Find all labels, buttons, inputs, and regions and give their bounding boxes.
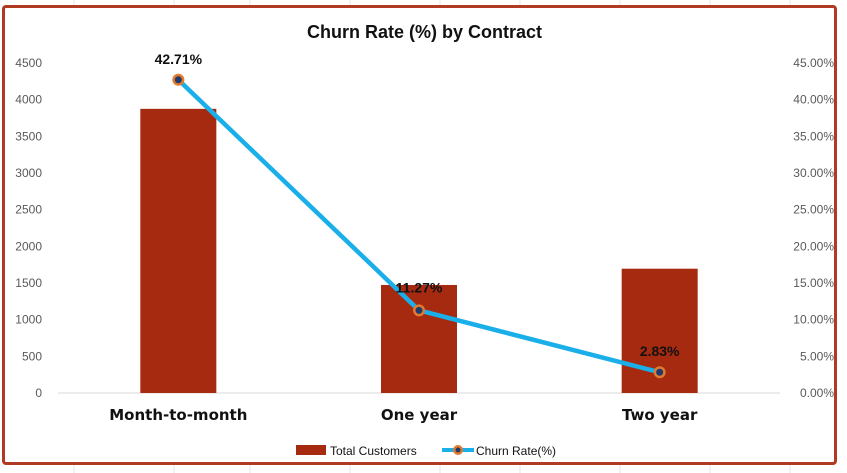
right-axis-tick-label: 35.00% <box>793 129 834 143</box>
right-axis-tick-label: 5.00% <box>800 349 834 363</box>
legend-swatch-total-customers <box>296 445 326 455</box>
left-axis-tick-label: 3000 <box>15 166 42 180</box>
right-axis-tick-label: 15.00% <box>793 276 834 290</box>
bar-series <box>140 108 698 393</box>
legend-swatch-churn-rate-marker-core <box>455 447 461 453</box>
legend-label-total-customers: Total Customers <box>330 444 417 458</box>
churn-rate-point <box>415 306 423 314</box>
churn-rate-point <box>174 76 182 84</box>
left-axis-tick-label: 2500 <box>15 203 42 217</box>
category-label: Month-to-month <box>109 406 247 424</box>
churn-rate-data-label: 2.83% <box>640 343 680 359</box>
right-axis-tick-label: 20.00% <box>793 239 834 253</box>
left-axis-tick-label: 1500 <box>15 276 42 290</box>
category-label: One year <box>381 406 458 424</box>
category-label: Two year <box>622 406 698 424</box>
right-axis-tick-label: 45.00% <box>793 56 834 70</box>
right-axis-tick-label: 0.00% <box>800 386 834 400</box>
left-axis: 0 500 1000 1500 2000 2500 3000 3500 4000 4500 <box>15 56 42 400</box>
churn-rate-data-label: 42.71% <box>155 51 203 67</box>
right-axis-tick-label: 10.00% <box>793 313 834 327</box>
line-series: 42.71% 11.27% 2.83% <box>155 51 680 379</box>
churn-rate-point <box>656 368 664 376</box>
right-axis: 0.00% 5.00% 10.00% 15.00% 20.00% 25.00% 30.00%… <box>793 56 834 400</box>
left-axis-tick-label: 2000 <box>15 239 42 253</box>
bar-total-customers <box>140 108 217 393</box>
bar-total-customers <box>381 284 457 393</box>
left-axis-tick-label: 0 <box>35 386 42 400</box>
combo-chart: Churn Rate (%) by Contract 0 500 1000 1500 2… <box>15 22 834 458</box>
left-axis-tick-label: 3500 <box>15 129 42 143</box>
legend: Total Customers Churn Rate(%) <box>296 444 556 458</box>
category-labels: Month-to-month One year Two year <box>109 406 698 424</box>
chart-frame[interactable]: Churn Rate (%) by Contract 0 500 1000 1500 2… <box>2 5 837 465</box>
right-axis-tick-label: 30.00% <box>793 166 834 180</box>
left-axis-tick-label: 4000 <box>15 93 42 107</box>
legend-label-churn-rate: Churn Rate(%) <box>476 444 556 458</box>
right-axis-tick-label: 40.00% <box>793 93 834 107</box>
chart-title: Churn Rate (%) by Contract <box>307 22 542 42</box>
left-axis-tick-label: 4500 <box>15 56 42 70</box>
left-axis-tick-label: 1000 <box>15 313 42 327</box>
right-axis-tick-label: 25.00% <box>793 203 834 217</box>
left-axis-tick-label: 500 <box>22 349 42 363</box>
churn-rate-data-label: 11.27% <box>396 279 443 295</box>
